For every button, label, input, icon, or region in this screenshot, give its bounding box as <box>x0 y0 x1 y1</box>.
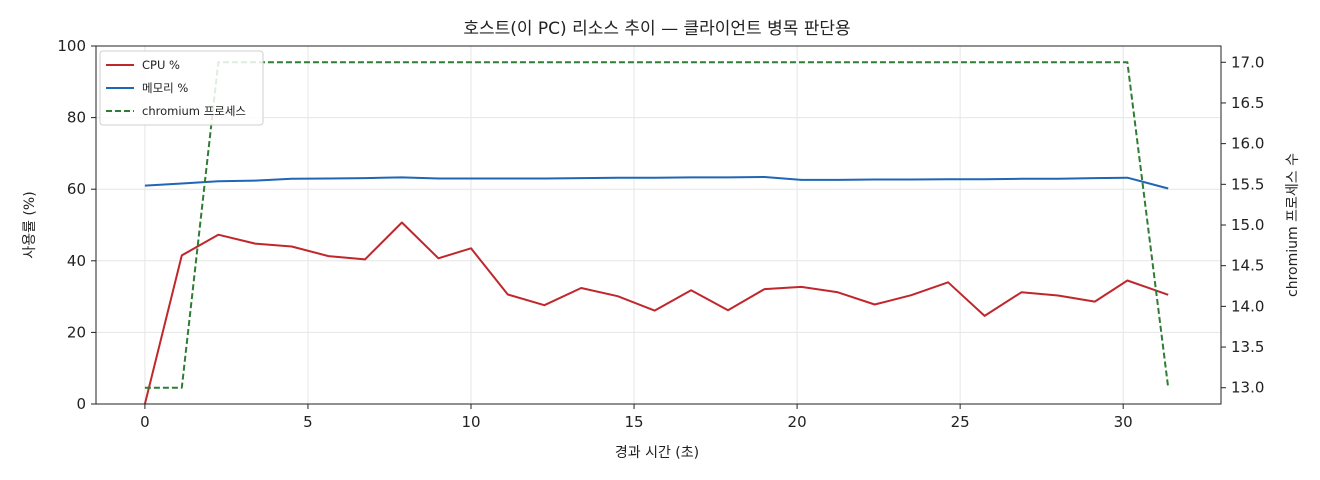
y-axis-ticks: 0 20 40 60 80 100 <box>57 37 96 413</box>
x-tick-label: 20 <box>788 413 807 431</box>
y2-tick-label: 13.0 <box>1231 379 1264 397</box>
x-axis-label: 경과 시간 (초) <box>615 445 699 461</box>
grid-lines <box>96 45 1221 405</box>
y2-tick-label: 16.5 <box>1231 94 1264 112</box>
series-layer <box>143 61 1170 405</box>
x-tick-label: 10 <box>461 413 480 431</box>
y2-tick-label: 16.0 <box>1231 135 1264 153</box>
y-tick-label: 40 <box>67 252 86 270</box>
x-tick-label: 15 <box>624 413 643 431</box>
y2-tick-label: 17.0 <box>1231 53 1264 71</box>
plot-frame <box>95 45 1222 405</box>
y2-axis-label: chromium 프로세스 수 <box>1285 153 1301 297</box>
y-tick-label: 80 <box>67 109 86 127</box>
y2-tick-label: 14.0 <box>1231 297 1264 315</box>
y-tick-label: 60 <box>67 180 86 198</box>
legend-label: 메모리 % <box>142 81 188 95</box>
x-tick-label: 30 <box>1114 413 1133 431</box>
y-tick-label: 0 <box>76 395 86 413</box>
x-tick-label: 25 <box>951 413 970 431</box>
y2-tick-label: 15.5 <box>1231 175 1264 193</box>
series-line-series <box>144 176 1169 190</box>
y2-axis-ticks: 13.0 13.5 14.0 14.5 15.0 15.5 16.0 16.5 17.0 <box>1221 53 1264 397</box>
legend-label: chromium 프로세스 <box>142 104 246 118</box>
x-tick-label: 0 <box>140 413 150 431</box>
legend-box <box>99 50 264 126</box>
y2-tick-label: 14.5 <box>1231 257 1264 275</box>
y2-tick-label: 13.5 <box>1231 338 1264 356</box>
series-line-chromium <box>144 61 1170 389</box>
legend-label: CPU % <box>142 58 180 72</box>
series-line-cpu <box>143 221 1169 405</box>
y-tick-label: 100 <box>57 37 86 55</box>
y-tick-label: 20 <box>67 323 86 341</box>
legend: CPU % 메모리 % chromium 프로세스 <box>99 50 264 126</box>
chart-title: 호스트(이 PC) 리소스 추이 — 클라이언트 병목 판단용 <box>463 19 850 39</box>
x-tick-label: 5 <box>303 413 313 431</box>
y-axis-label: 사용률 (%) <box>22 191 38 258</box>
x-axis-ticks: 0 5 10 15 20 25 30 <box>140 404 1133 431</box>
y2-tick-label: 15.0 <box>1231 216 1264 234</box>
